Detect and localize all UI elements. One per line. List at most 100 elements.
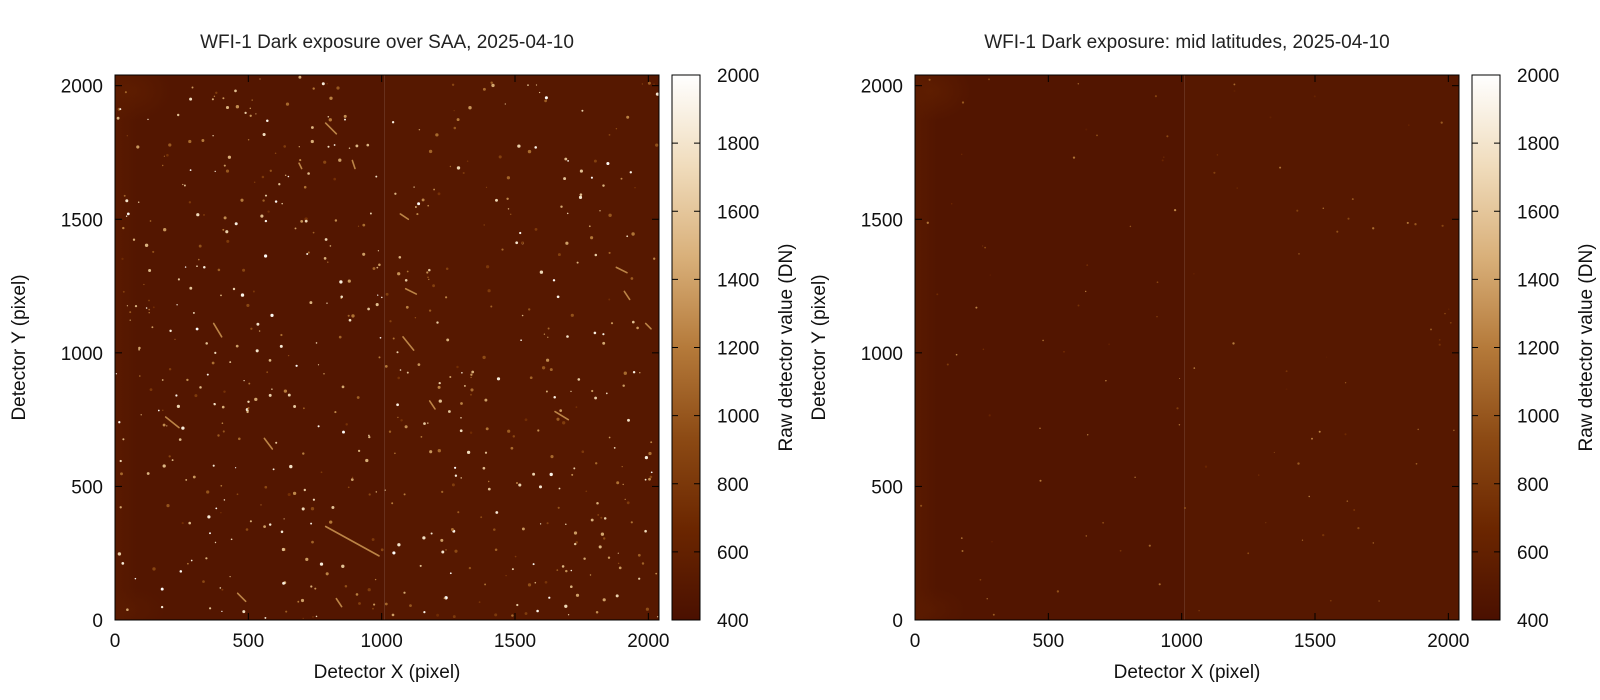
cosmic-ray-hit — [641, 562, 645, 565]
cosmic-ray-hit — [176, 113, 180, 117]
colorbar-tick-label: 600 — [717, 543, 749, 564]
cosmic-ray-hit — [192, 311, 195, 314]
cosmic-ray-hit — [307, 172, 310, 175]
cosmic-ray-hit — [144, 243, 149, 247]
cosmic-ray-hit — [340, 295, 343, 299]
cosmic-ray-hit — [301, 507, 305, 511]
cosmic-ray-hit — [432, 284, 435, 288]
cosmic-ray-hit — [578, 195, 583, 199]
cosmic-ray-hit — [175, 394, 178, 397]
cosmic-ray-hit — [579, 193, 583, 196]
cosmic-ray-hit — [1085, 128, 1088, 131]
cosmic-ray-hit — [557, 506, 560, 509]
cosmic-ray-hit — [384, 602, 388, 606]
cosmic-ray-hit — [430, 532, 433, 535]
cosmic-ray-hit — [162, 423, 166, 427]
cosmic-ray-hit — [656, 616, 659, 618]
plot-frame — [914, 74, 1460, 621]
cosmic-ray-hit — [1156, 281, 1159, 284]
cosmic-ray-hit — [271, 388, 273, 390]
cosmic-ray-hit — [485, 427, 489, 431]
cosmic-ray-hit — [626, 501, 630, 505]
cosmic-ray-hit — [1351, 198, 1354, 201]
cosmic-ray-hit — [323, 372, 325, 375]
detector-region-1 — [115, 75, 385, 620]
cosmic-ray-hit — [594, 396, 598, 400]
cosmic-ray-hit — [532, 563, 535, 566]
cosmic-ray-hit — [281, 547, 285, 552]
cosmic-ray-hit — [1179, 377, 1181, 380]
cosmic-ray-hit — [236, 493, 239, 496]
cosmic-ray-hit — [1447, 308, 1450, 311]
cosmic-ray-hit — [517, 144, 521, 148]
cosmic-ray-hit — [355, 593, 359, 596]
cosmic-ray-hit — [544, 96, 548, 100]
cosmic-ray-hit — [223, 164, 226, 167]
cosmic-ray-hit — [562, 421, 566, 425]
cosmic-ray-hit — [161, 379, 164, 381]
cosmic-ray-hit — [117, 552, 122, 556]
cosmic-ray-hit — [575, 541, 578, 544]
cosmic-ray-hit — [176, 304, 178, 306]
cosmic-ray-hit — [252, 290, 255, 293]
cosmic-ray-hit — [183, 184, 186, 187]
cosmic-ray-hit — [975, 306, 978, 309]
cosmic-ray-hit — [1192, 272, 1195, 275]
cosmic-ray-hit — [168, 367, 172, 371]
cosmic-ray-hit — [190, 559, 193, 562]
detector-region-2 — [1184, 75, 1459, 620]
cosmic-ray-hit — [647, 81, 651, 85]
cosmic-ray-hit — [644, 529, 647, 533]
cosmic-ray-hit — [645, 607, 649, 611]
cosmic-ray-hit — [280, 333, 283, 337]
cosmic-ray-hit — [248, 382, 251, 385]
cosmic-ray-hit — [417, 202, 421, 206]
cosmic-ray-hit — [380, 548, 384, 552]
cosmic-ray-hit — [1105, 379, 1107, 382]
cosmic-ray-hit — [147, 118, 149, 121]
cosmic-ray-hit — [292, 491, 297, 496]
chart-title: WFI-1 Dark exposure: mid latitudes, 2025… — [984, 32, 1390, 53]
cosmic-ray-hit — [1325, 356, 1328, 358]
colorbar-label: Raw detector value (DN) — [776, 243, 797, 451]
cosmic-ray-hit — [126, 608, 129, 611]
cosmic-ray-hit — [203, 213, 205, 216]
cosmic-ray-hit — [650, 471, 653, 474]
cosmic-ray-hit — [596, 501, 599, 505]
cosmic-ray-hit — [264, 254, 268, 258]
cosmic-ray-hit — [303, 185, 307, 189]
cosmic-ray-hit — [622, 483, 624, 486]
cosmic-ray-hit — [471, 370, 475, 374]
y-tick-label: 500 — [871, 477, 903, 498]
cosmic-ray-hit — [160, 605, 164, 609]
cosmic-ray-hit — [152, 306, 155, 309]
cosmic-ray-hit — [297, 600, 300, 603]
cosmic-ray-hit — [534, 146, 537, 149]
colorbar-tick-label: 400 — [1517, 611, 1549, 632]
cosmic-ray-hit — [341, 564, 345, 568]
cosmic-ray-hit — [599, 210, 601, 212]
cosmic-ray-hit — [597, 513, 600, 516]
cosmic-ray-hit — [608, 134, 611, 136]
cosmic-ray-hit — [331, 506, 335, 509]
colorbar-tick-label: 1600 — [1517, 202, 1559, 223]
cosmic-ray-hit — [378, 356, 381, 359]
cosmic-ray-hit — [1161, 159, 1164, 162]
cosmic-ray-hit — [302, 452, 305, 455]
cosmic-ray-hit — [553, 396, 556, 399]
cosmic-ray-hit — [1438, 343, 1441, 346]
cosmic-ray-hit — [238, 437, 241, 441]
cosmic-ray-hit — [182, 183, 184, 186]
cosmic-ray-hit — [559, 409, 563, 412]
cosmic-ray-hit — [644, 456, 649, 460]
cosmic-ray-hit — [245, 528, 249, 531]
cosmic-ray-hit — [445, 267, 449, 271]
cosmic-ray-hit — [134, 577, 137, 580]
detector-region-2 — [384, 75, 659, 620]
cosmic-ray-hit — [617, 562, 620, 565]
colorbar-tick-label: 1400 — [717, 270, 759, 291]
cosmic-ray-hit — [299, 159, 302, 162]
cosmic-ray-hit — [274, 152, 277, 154]
cosmic-ray-hit — [490, 81, 493, 84]
cosmic-ray-hit — [232, 287, 236, 291]
